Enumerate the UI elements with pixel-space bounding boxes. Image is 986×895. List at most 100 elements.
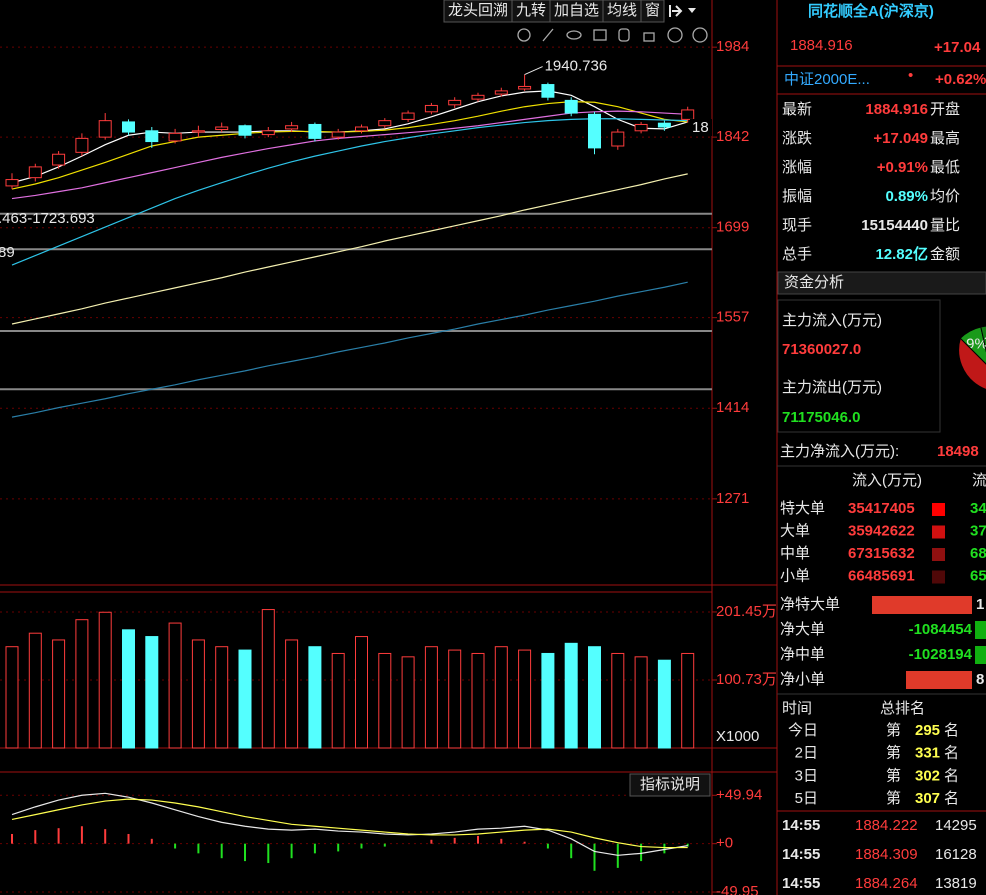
rank-day: 3日 <box>795 767 818 784</box>
candle-body <box>518 85 532 90</box>
table-value: 66485691 <box>848 567 915 584</box>
volume-bar <box>634 656 648 749</box>
candle-body <box>261 130 275 136</box>
tick-time: 14:55 <box>782 817 820 834</box>
net-value: -1084454 <box>909 621 973 638</box>
table-value: 68 <box>970 545 986 562</box>
volume-bar <box>355 636 368 749</box>
chart-tools <box>517 27 708 43</box>
volume-bar <box>424 646 438 749</box>
quote-label: 金额 <box>930 246 960 263</box>
volume-bar <box>75 619 89 749</box>
y-tick-label: 1557 <box>716 309 749 326</box>
rank-value: 295 <box>915 722 940 739</box>
price-tag-bg <box>690 119 712 136</box>
net-value: 1 <box>976 596 984 613</box>
candle-body <box>168 132 182 142</box>
rank-value: 331 <box>915 745 940 762</box>
rank-day: 今日 <box>788 722 818 739</box>
quote-value: 1884.916 <box>865 101 928 118</box>
y-tick-label: -49.95 <box>716 883 759 895</box>
candle-body <box>5 179 19 187</box>
volume-bar <box>5 646 19 749</box>
level-swatch <box>932 570 945 584</box>
volume-bar <box>611 652 625 749</box>
volume-bar <box>471 652 485 749</box>
candle-body <box>541 84 555 98</box>
table-value: 37 <box>970 522 986 539</box>
candle-body <box>331 131 345 138</box>
tick-volume: 13819 <box>935 875 977 892</box>
y-tick-label: 1699 <box>716 219 749 236</box>
pie-label: 9% <box>966 335 986 352</box>
quote-label: 现手 <box>782 217 812 234</box>
level-swatch <box>932 525 945 539</box>
tick-price: 1884.222 <box>855 817 918 834</box>
volume-bar <box>52 639 66 749</box>
sub-name: 中证2000E... <box>784 71 870 88</box>
volume-bar <box>145 636 159 749</box>
candle-body <box>238 125 252 136</box>
table-value: 65 <box>970 567 986 584</box>
tool-icon[interactable] <box>643 32 655 42</box>
rank-value: 302 <box>915 767 940 784</box>
sub-dot: • <box>908 67 913 84</box>
rank-prefix: 第 <box>886 744 901 762</box>
tool-icon[interactable] <box>593 29 607 41</box>
candle-body <box>28 166 42 179</box>
quote-value: +0.91% <box>877 159 928 176</box>
tool-icon[interactable] <box>618 28 630 42</box>
toolbar-button[interactable] <box>640 0 665 23</box>
tool-icon[interactable] <box>517 28 531 42</box>
net-label: 净小单 <box>780 671 825 688</box>
net-bar <box>975 646 986 664</box>
net-flow-label: 主力净流入(万元): <box>780 443 899 460</box>
volume-bar <box>588 646 601 749</box>
quote-label: 涨幅 <box>782 159 812 176</box>
net-bar <box>975 621 986 639</box>
quote-label: 涨跌 <box>782 130 812 147</box>
section-title: 资金分析 <box>784 274 844 291</box>
rank-suffix: 名 <box>944 745 959 762</box>
y-tick-label: 1984 <box>716 38 749 55</box>
table-value: 35417405 <box>848 500 915 517</box>
rank-suffix: 名 <box>944 767 959 784</box>
tool-icon[interactable] <box>566 30 582 40</box>
indicator-button-label: 指标说明 <box>640 776 700 793</box>
quote-label: 开盘 <box>930 100 960 118</box>
toolbar-icon[interactable] <box>669 5 683 17</box>
candle-body <box>145 130 159 143</box>
y-tick-label: 1842 <box>716 128 749 145</box>
quote-title: 同花顺全A(沪深京) <box>808 2 934 20</box>
level-swatch <box>932 548 945 561</box>
quote-value: 0.89% <box>885 188 928 205</box>
candle-body <box>401 112 415 120</box>
toolbar-label: 龙头回溯 <box>448 2 508 19</box>
tool-icon[interactable] <box>692 27 708 43</box>
rank-header: 时间 <box>782 700 812 717</box>
peak-label: 1940.736 <box>545 58 608 75</box>
volume-bar <box>98 611 112 749</box>
volume-bar <box>238 649 252 749</box>
volume-bar <box>308 646 322 749</box>
table-label: 大单 <box>780 522 810 539</box>
tool-icon[interactable] <box>542 28 554 42</box>
toolbar-icon[interactable] <box>688 8 696 13</box>
tool-icon[interactable] <box>667 27 683 43</box>
tick-volume: 14295 <box>935 817 977 834</box>
net-label: 净特大单 <box>780 596 840 613</box>
volume-bar <box>191 639 205 749</box>
net-flow-value: 18498 <box>937 443 979 460</box>
indicator-button[interactable] <box>629 773 711 797</box>
quote-change: +17.04 <box>934 39 981 56</box>
y-tick-label: +49.94 <box>716 786 762 803</box>
quote-label: 最低 <box>930 159 960 176</box>
candle-body <box>122 121 135 133</box>
flow-box <box>777 299 941 433</box>
volume-bar <box>494 646 508 749</box>
quote-label: 最高 <box>930 130 960 147</box>
candle-body <box>634 123 648 132</box>
macd-line <box>11 798 688 849</box>
volume-bar <box>122 629 135 749</box>
quote-value: +17.049 <box>873 130 928 147</box>
